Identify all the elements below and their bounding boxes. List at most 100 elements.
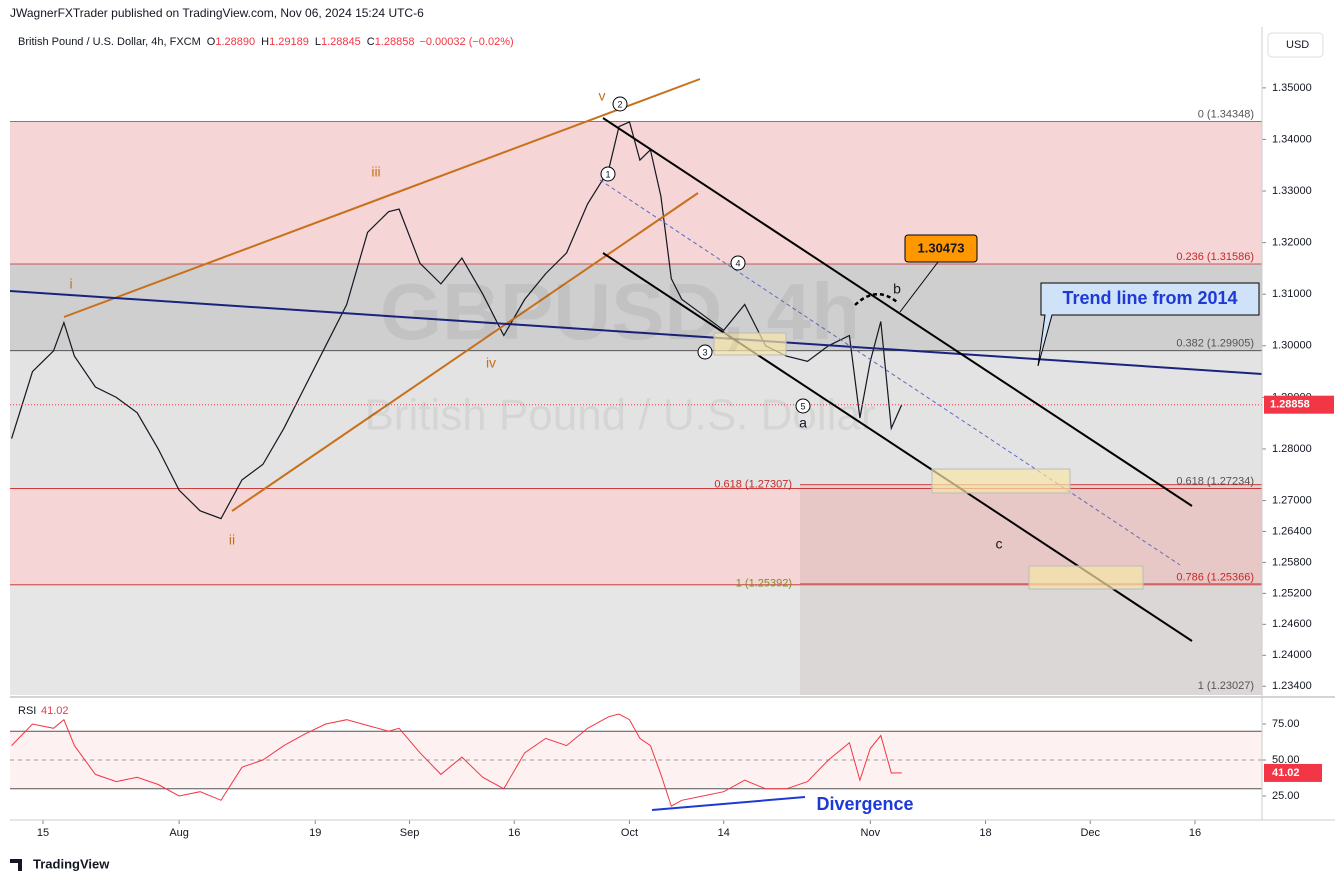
rsi-tag [1264,763,1322,782]
currency-button[interactable] [1267,32,1324,58]
y-tick-label: 1.32000 [1272,237,1312,249]
symbol: British Pound / U.S. Dollar, 4h, FXCM [18,36,201,48]
ohlc-label: C [367,36,375,48]
y-tick-label: 1.26400 [1272,525,1312,537]
fib-zone [10,584,1262,695]
wedge-lower [231,192,699,512]
pointer [899,261,939,313]
divergence-line [651,796,806,811]
projection-zone [800,484,1262,695]
zone [713,332,787,356]
fib-label: 0.618 (1.27307) [714,479,792,491]
change: −0.00032 (−0.02%) [419,36,513,48]
x-tick-label: Nov [861,827,881,839]
y-tick-label: 1.24600 [1272,618,1312,630]
circled-label: 4 [735,258,740,268]
x-tick-label: 18 [979,827,991,839]
footer-logo[interactable]: TradingView [33,856,110,871]
circle [730,255,746,271]
zone [1028,565,1144,590]
abc-label: c [996,536,1003,552]
top-bar [0,0,1335,27]
circled-label: 2 [617,99,622,109]
wave-label: iii [371,164,380,180]
y-tick-label: 1.25800 [1272,556,1312,568]
y-tick-label: 1.27000 [1272,494,1312,506]
fib-label: 0 (1.34348) [1198,108,1254,120]
y-tick-label: 1.25200 [1272,587,1312,599]
price-box-label: 1.30473 [918,240,965,255]
ohlc-value: 1.28890 [215,36,255,48]
trend-2014 [9,290,1263,375]
fib-label: 0.236 (1.31586) [1176,251,1254,263]
fib-label: 1 (1.23027) [1198,680,1254,692]
zone [931,468,1071,494]
circle [795,398,811,414]
y-tick-label: 1.30000 [1272,340,1312,352]
published: JWagnerFXTrader published on TradingView… [10,6,424,20]
y-tick-label: 1.33000 [1272,185,1312,197]
fib-label: 0.382 (1.29905) [1176,338,1254,350]
x-tick-label: 16 [1189,827,1201,839]
x-tick-label: 16 [508,827,520,839]
fib-zone [10,121,1262,264]
fib-label: 1 (1.25392) [736,577,792,589]
ohlc-value: 1.28858 [375,36,415,48]
symbol-legend: British Pound / U.S. Dollar, 4h, FXCM O1.… [18,36,514,48]
drawings [9,78,1263,811]
last-price-label: 1.28858 [1270,399,1310,411]
x-tick-label: Sep [400,827,420,839]
x-tick-label: 15 [37,827,49,839]
ohlc-label: L [315,36,321,48]
ohlc-value: 1.29189 [269,36,309,48]
fib-label: 0.786 (1.25366) [1176,572,1254,584]
x-tick-label: Dec [1080,827,1100,839]
wave-label: i [69,276,72,292]
channel-upper [602,117,1193,507]
wave-label: v [599,88,606,104]
divergence-label: Divergence [816,794,913,814]
rsi-value: 41.02 [41,705,69,717]
last-price-tag [1264,395,1334,414]
callout-text: Trend line from 2014 [1062,288,1237,308]
y-tick-label: 1.35000 [1272,82,1312,94]
y-tick-label: 1.24000 [1272,649,1312,661]
x-tick-label: 19 [309,827,321,839]
abc-label: b [893,281,901,297]
y-tick-label: 1.28000 [1272,443,1312,455]
circled-labels: 1 2 3 4 5 [600,96,811,414]
rsi-line [11,713,902,807]
ohlc-label: O [207,36,216,48]
abc-label: a [799,415,807,431]
price-box [904,234,978,263]
wave-label: iv [486,355,496,371]
circled-label: 5 [800,401,805,411]
y-tick-label: 1.34000 [1272,133,1312,145]
circle [600,166,616,182]
fib-label: 0.618 (1.27234) [1176,475,1254,487]
callout [1037,282,1260,367]
rsi-name: RSI [18,705,36,717]
rsi-tag-label: 41.02 [1272,767,1300,779]
rsi-tick-label: 25.00 [1272,790,1300,802]
watermark-name: British Pound / U.S. Dollar [364,391,875,440]
watermark-symbol: GBPUSD, 4h [380,267,860,356]
circled-label: 1 [605,169,610,179]
circle [697,344,713,360]
y-tick-label: 1.23400 [1272,680,1312,692]
y-tick-label: 1.31000 [1272,288,1312,300]
ohlc-label: H [261,36,269,48]
circled-label: 3 [702,347,707,357]
x-tick-label: Aug [169,827,189,839]
footer-bar [0,848,1335,883]
currency[interactable]: USD [1286,39,1309,51]
wave-label: ii [229,532,235,548]
arc [854,293,898,306]
wave-labels: i ii iii iv v [69,88,605,548]
wedge-upper [63,78,701,318]
rsi-tick-label: 50.00 [1272,754,1300,766]
circle [612,96,628,112]
x-tick-label: Oct [621,827,638,839]
fib-zone [10,350,1262,489]
